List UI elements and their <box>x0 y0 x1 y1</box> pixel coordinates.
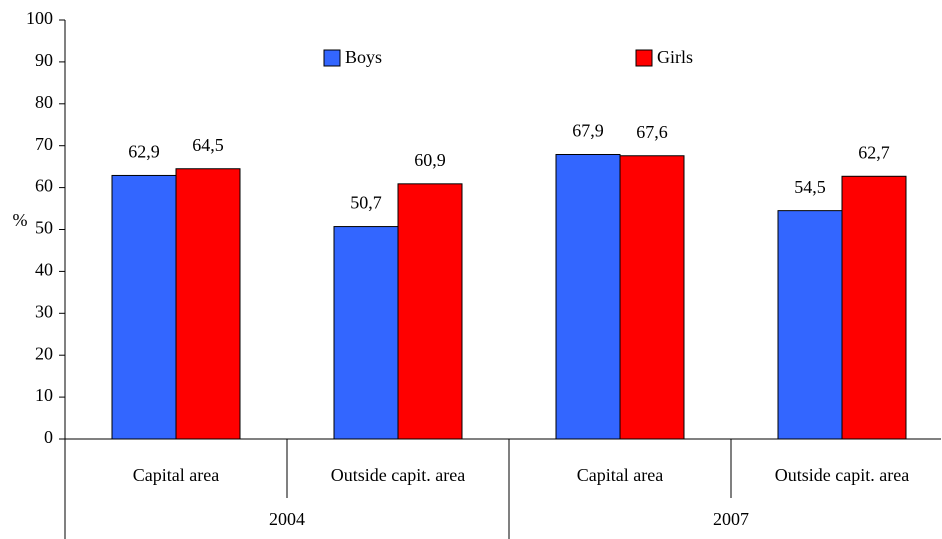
bar <box>841 175 907 440</box>
y-axis-label: % <box>13 210 28 230</box>
x-tick-label: Capital area <box>133 465 219 485</box>
bar <box>397 183 463 440</box>
value-label: 67,6 <box>636 122 668 142</box>
bar <box>333 226 399 440</box>
bar <box>111 174 177 440</box>
y-tick-label: 50 <box>35 218 53 238</box>
y-tick-label: 40 <box>35 260 53 280</box>
y-tick-label: 100 <box>26 8 53 28</box>
bar <box>777 210 843 440</box>
y-tick-label: 60 <box>35 176 53 196</box>
x-tick-label: Outside capit. area <box>775 465 909 485</box>
value-label: 50,7 <box>350 193 382 213</box>
bar <box>555 153 621 440</box>
legend-label: Girls <box>657 47 693 67</box>
bar <box>619 155 685 440</box>
group-label: 2004 <box>269 509 305 529</box>
bar <box>175 168 241 440</box>
y-tick-label: 0 <box>44 427 53 447</box>
value-label: 62,7 <box>858 142 890 162</box>
y-tick-label: 70 <box>35 134 53 154</box>
y-tick-label: 90 <box>35 50 53 70</box>
legend-swatch <box>635 49 653 67</box>
x-tick-label: Capital area <box>577 465 663 485</box>
value-label: 67,9 <box>572 121 604 141</box>
y-tick-label: 30 <box>35 301 53 321</box>
y-tick-label: 10 <box>35 385 53 405</box>
legend-swatch <box>323 49 341 67</box>
value-label: 54,5 <box>794 177 826 197</box>
value-label: 60,9 <box>414 150 446 170</box>
group-label: 2007 <box>713 509 749 529</box>
legend-label: Boys <box>345 47 382 67</box>
y-tick-label: 80 <box>35 92 53 112</box>
y-tick-label: 20 <box>35 343 53 363</box>
value-label: 62,9 <box>128 142 160 162</box>
value-label: 64,5 <box>192 135 224 155</box>
x-tick-label: Outside capit. area <box>331 465 465 485</box>
